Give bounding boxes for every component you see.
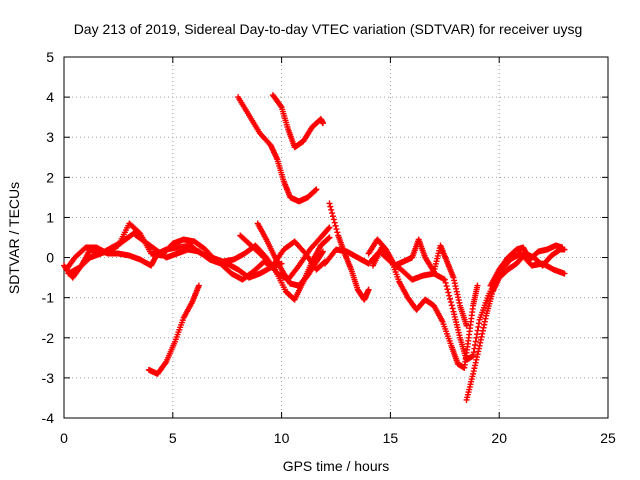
data-point-marker bbox=[441, 276, 448, 283]
data-point-marker bbox=[312, 187, 319, 194]
y-tick-label: 2 bbox=[46, 169, 54, 185]
data-point-marker bbox=[136, 229, 143, 236]
y-tick-label: -2 bbox=[42, 330, 55, 346]
data-point-marker bbox=[277, 102, 284, 109]
series-trace-n bbox=[487, 242, 566, 289]
x-axis-label: GPS time / hours bbox=[283, 458, 390, 474]
data-point-marker bbox=[326, 234, 333, 241]
y-tick-label: 4 bbox=[46, 89, 54, 105]
data-point-marker bbox=[325, 225, 332, 232]
chart-title: Day 213 of 2019, Sidereal Day-to-day VTE… bbox=[74, 21, 583, 37]
data-point-marker bbox=[334, 229, 341, 236]
y-tick-label: 1 bbox=[46, 209, 54, 225]
x-tick-label: 5 bbox=[169, 430, 177, 446]
y-tick-label: -1 bbox=[42, 290, 55, 306]
data-point-marker bbox=[326, 200, 333, 207]
data-point-marker bbox=[444, 286, 451, 293]
data-point-marker bbox=[474, 282, 481, 289]
x-tick-label: 25 bbox=[600, 430, 616, 446]
series-trace-h bbox=[269, 92, 326, 151]
data-point-marker bbox=[365, 286, 372, 293]
data-series bbox=[61, 92, 568, 403]
axis-ticks: -4 -3 -2 -1 0 1 2 3 4 5 0 5 10 15 20 25 bbox=[42, 49, 616, 446]
y-tick-label: 0 bbox=[46, 250, 54, 266]
data-point-marker bbox=[446, 292, 453, 299]
data-point-marker bbox=[447, 295, 454, 302]
data-point-marker bbox=[319, 120, 326, 127]
x-tick-label: 15 bbox=[383, 430, 399, 446]
series-trace-f bbox=[145, 282, 202, 377]
data-point-marker bbox=[330, 216, 337, 223]
data-point-marker bbox=[448, 302, 455, 309]
x-tick-label: 0 bbox=[60, 430, 68, 446]
series-trace-g bbox=[235, 94, 320, 205]
y-axis-label: SDTVAR / TECUs bbox=[6, 182, 22, 294]
data-point-marker bbox=[313, 186, 320, 193]
data-point-marker bbox=[447, 299, 454, 306]
data-point-marker bbox=[449, 305, 456, 312]
series-trace-c bbox=[65, 230, 333, 303]
x-tick-label: 20 bbox=[491, 430, 507, 446]
data-point-marker bbox=[327, 203, 334, 210]
y-tick-label: -3 bbox=[42, 370, 55, 386]
data-point-marker bbox=[463, 322, 470, 329]
y-tick-label: -4 bbox=[42, 410, 55, 426]
series-trace-j bbox=[322, 246, 568, 363]
series-trace-i bbox=[326, 200, 372, 303]
data-point-marker bbox=[325, 235, 332, 242]
data-point-marker bbox=[329, 213, 336, 220]
data-point-marker bbox=[442, 279, 449, 286]
series-trace-l bbox=[365, 236, 470, 329]
series-trace-e bbox=[254, 220, 326, 289]
series-trace-k bbox=[369, 244, 481, 371]
plot-frame bbox=[63, 56, 609, 419]
data-point-marker bbox=[443, 283, 450, 290]
data-point-marker bbox=[162, 360, 169, 367]
data-point-marker bbox=[329, 210, 336, 217]
y-tick-label: 5 bbox=[46, 49, 54, 65]
data-point-marker bbox=[561, 270, 568, 277]
data-point-marker bbox=[319, 248, 326, 255]
data-point-marker bbox=[326, 224, 333, 231]
x-tick-label: 10 bbox=[274, 430, 290, 446]
y-tick-label: 3 bbox=[46, 129, 54, 145]
data-point-marker bbox=[332, 222, 339, 229]
grid-lines bbox=[64, 57, 608, 418]
data-point-marker bbox=[195, 282, 202, 289]
data-point-marker bbox=[445, 289, 452, 296]
data-point-marker bbox=[328, 206, 335, 213]
data-point-marker bbox=[331, 219, 338, 226]
data-point-marker bbox=[333, 226, 340, 233]
data-point-marker bbox=[559, 244, 566, 251]
